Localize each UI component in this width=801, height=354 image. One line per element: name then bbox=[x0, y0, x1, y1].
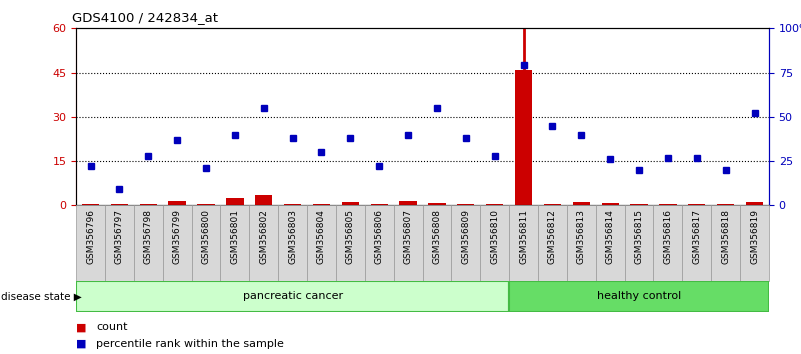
Bar bbox=[76, 205, 105, 281]
Text: GSM356808: GSM356808 bbox=[433, 209, 441, 264]
Bar bbox=[740, 205, 769, 281]
Bar bbox=[163, 205, 191, 281]
Text: GSM356798: GSM356798 bbox=[143, 209, 153, 264]
Bar bbox=[457, 204, 474, 205]
Bar bbox=[544, 204, 561, 205]
Bar bbox=[452, 205, 481, 281]
Text: GSM356797: GSM356797 bbox=[115, 209, 124, 264]
Text: GSM356811: GSM356811 bbox=[519, 209, 528, 264]
Text: GSM356801: GSM356801 bbox=[231, 209, 239, 264]
Text: GSM356800: GSM356800 bbox=[202, 209, 211, 264]
Bar bbox=[400, 201, 417, 205]
Bar bbox=[746, 202, 763, 205]
Text: GSM356796: GSM356796 bbox=[86, 209, 95, 264]
Text: GSM356817: GSM356817 bbox=[692, 209, 702, 264]
Text: GSM356816: GSM356816 bbox=[663, 209, 672, 264]
Bar bbox=[336, 205, 364, 281]
Bar bbox=[249, 205, 278, 281]
Bar bbox=[509, 205, 538, 281]
Bar bbox=[371, 204, 388, 205]
Bar bbox=[105, 205, 134, 281]
Text: GSM356807: GSM356807 bbox=[404, 209, 413, 264]
Text: count: count bbox=[96, 322, 127, 332]
Bar bbox=[596, 205, 625, 281]
Bar bbox=[307, 205, 336, 281]
Bar bbox=[429, 203, 445, 205]
Text: GSM356802: GSM356802 bbox=[260, 209, 268, 264]
Bar bbox=[486, 204, 503, 205]
Bar bbox=[255, 195, 272, 205]
Text: healthy control: healthy control bbox=[597, 291, 681, 302]
Bar bbox=[481, 205, 509, 281]
Text: GSM356812: GSM356812 bbox=[548, 209, 557, 264]
Text: GSM356806: GSM356806 bbox=[375, 209, 384, 264]
Bar bbox=[602, 203, 619, 205]
Bar bbox=[538, 205, 567, 281]
Bar bbox=[682, 205, 711, 281]
Text: GSM356805: GSM356805 bbox=[346, 209, 355, 264]
Text: disease state ▶: disease state ▶ bbox=[1, 291, 82, 302]
Text: GSM356799: GSM356799 bbox=[173, 209, 182, 264]
Bar bbox=[711, 205, 740, 281]
Bar bbox=[76, 281, 509, 312]
Bar bbox=[364, 205, 393, 281]
Text: ■: ■ bbox=[76, 339, 87, 349]
Bar bbox=[654, 205, 682, 281]
Bar bbox=[573, 202, 590, 205]
Text: GSM356818: GSM356818 bbox=[721, 209, 731, 264]
Bar bbox=[278, 205, 307, 281]
Text: GSM356810: GSM356810 bbox=[490, 209, 499, 264]
Text: GSM356813: GSM356813 bbox=[577, 209, 586, 264]
Bar bbox=[168, 201, 186, 205]
Bar bbox=[567, 205, 596, 281]
Bar bbox=[191, 205, 220, 281]
Bar bbox=[139, 204, 157, 205]
Bar bbox=[625, 205, 654, 281]
Text: percentile rank within the sample: percentile rank within the sample bbox=[96, 339, 284, 349]
Text: GSM356804: GSM356804 bbox=[317, 209, 326, 264]
Bar bbox=[342, 202, 359, 205]
Text: GSM356803: GSM356803 bbox=[288, 209, 297, 264]
Bar bbox=[515, 70, 532, 205]
Text: GSM356819: GSM356819 bbox=[750, 209, 759, 264]
Text: GSM356809: GSM356809 bbox=[461, 209, 470, 264]
Text: pancreatic cancer: pancreatic cancer bbox=[243, 291, 343, 302]
Bar bbox=[509, 281, 769, 312]
Bar bbox=[422, 205, 452, 281]
Bar bbox=[313, 204, 330, 205]
Text: GDS4100 / 242834_at: GDS4100 / 242834_at bbox=[72, 11, 218, 24]
Bar bbox=[134, 205, 163, 281]
Bar bbox=[220, 205, 249, 281]
Bar bbox=[284, 204, 301, 205]
Text: GSM356815: GSM356815 bbox=[634, 209, 643, 264]
Bar bbox=[226, 198, 244, 205]
Bar bbox=[393, 205, 422, 281]
Text: GSM356814: GSM356814 bbox=[606, 209, 614, 264]
Text: ■: ■ bbox=[76, 322, 87, 332]
